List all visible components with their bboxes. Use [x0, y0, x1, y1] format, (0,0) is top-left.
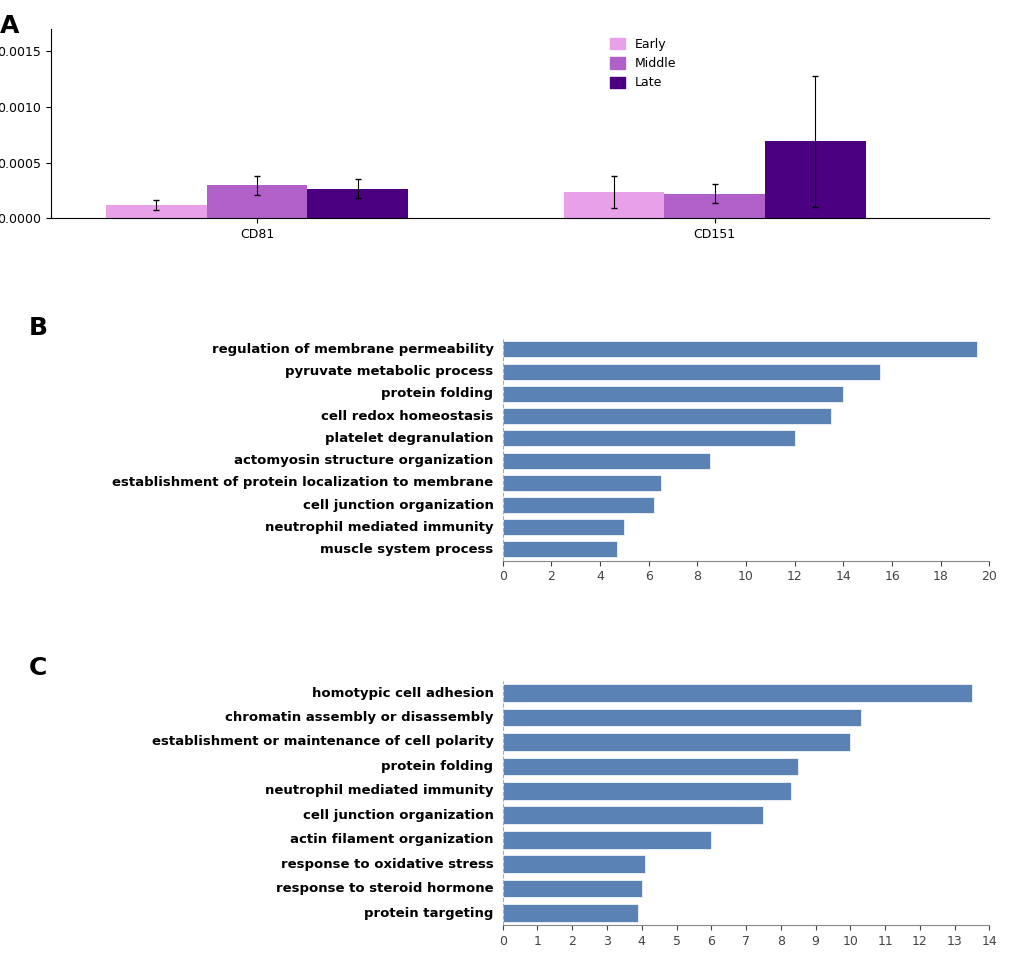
Bar — [502, 685, 971, 702]
Text: neutrophil mediated immunity: neutrophil mediated immunity — [265, 784, 493, 798]
Text: cell junction organization: cell junction organization — [303, 499, 493, 511]
Bar — [207, 185, 307, 218]
Bar — [502, 855, 645, 873]
Text: actomyosin structure organization: actomyosin structure organization — [234, 454, 493, 468]
Bar — [502, 453, 709, 468]
Text: actin filament organization: actin filament organization — [289, 833, 493, 846]
Text: pyruvate metabolic process: pyruvate metabolic process — [285, 365, 493, 378]
Bar — [106, 206, 207, 218]
Text: response to steroid hormone: response to steroid hormone — [275, 882, 493, 895]
Text: protein folding: protein folding — [381, 388, 493, 400]
Bar — [502, 806, 762, 824]
Text: muscle system process: muscle system process — [320, 543, 493, 556]
Text: chromatin assembly or disassembly: chromatin assembly or disassembly — [225, 711, 493, 724]
Bar — [502, 542, 616, 557]
Text: A: A — [0, 14, 18, 38]
Text: B: B — [29, 317, 48, 340]
Text: cell redox homeostasis: cell redox homeostasis — [321, 410, 493, 423]
Bar — [502, 474, 660, 491]
Bar — [502, 363, 879, 380]
Bar — [502, 408, 830, 424]
Text: neutrophil mediated immunity: neutrophil mediated immunity — [265, 521, 493, 534]
Text: protein folding: protein folding — [381, 760, 493, 773]
Text: establishment of protein localization to membrane: establishment of protein localization to… — [112, 476, 493, 489]
Bar — [764, 141, 865, 218]
Bar — [502, 831, 710, 848]
Bar — [502, 497, 653, 513]
Bar — [502, 431, 794, 446]
Bar — [502, 758, 798, 775]
Bar — [502, 880, 641, 897]
Bar — [502, 782, 791, 800]
Text: protein targeting: protein targeting — [364, 907, 493, 919]
Text: C: C — [29, 656, 47, 681]
Text: regulation of membrane permeability: regulation of membrane permeability — [211, 343, 493, 356]
Bar — [502, 386, 843, 402]
Bar — [564, 192, 663, 218]
Legend: Early, Middle, Late: Early, Middle, Late — [603, 32, 682, 95]
Bar — [502, 519, 624, 536]
Text: response to oxidative stress: response to oxidative stress — [280, 858, 493, 871]
Bar — [307, 189, 408, 218]
Bar — [502, 733, 850, 751]
Text: homotypic cell adhesion: homotypic cell adhesion — [311, 687, 493, 699]
Text: platelet degranulation: platelet degranulation — [325, 431, 493, 445]
Bar — [502, 904, 638, 921]
Text: cell junction organization: cell junction organization — [303, 808, 493, 822]
Bar — [502, 342, 976, 357]
Bar — [502, 709, 860, 727]
Text: establishment or maintenance of cell polarity: establishment or maintenance of cell pol… — [152, 735, 493, 748]
Bar — [663, 194, 764, 218]
